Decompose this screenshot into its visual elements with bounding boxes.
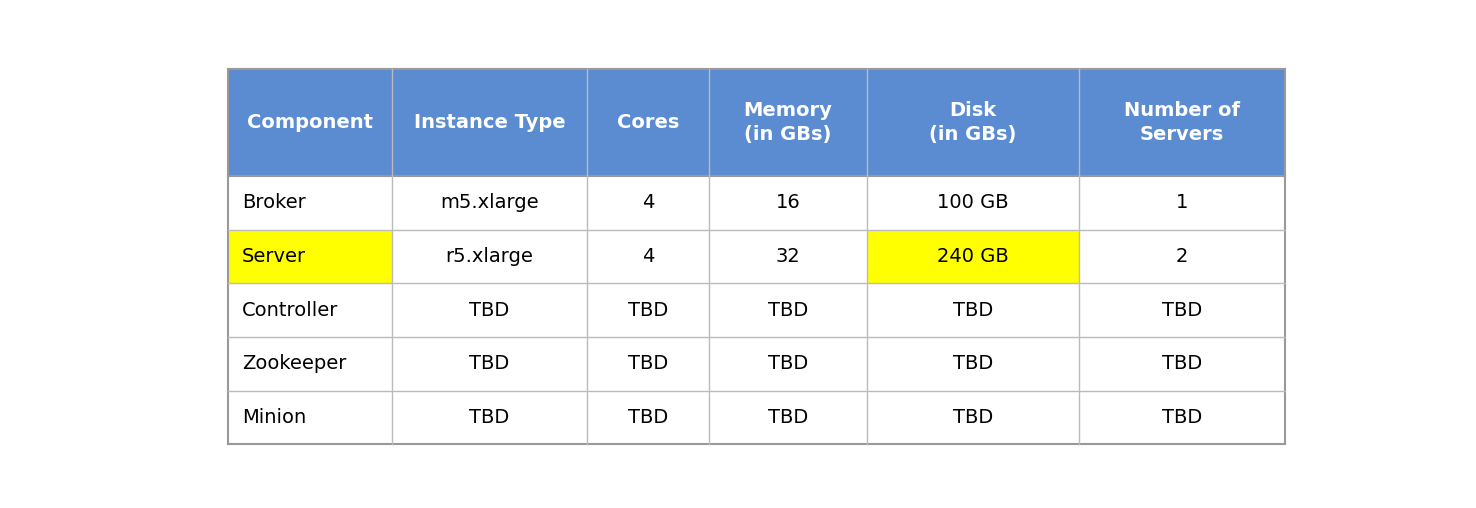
Bar — [587, 176, 708, 230]
Bar — [708, 69, 868, 176]
Bar — [587, 69, 708, 176]
Bar — [391, 69, 587, 176]
Text: Server: Server — [242, 247, 306, 266]
Text: TBD: TBD — [469, 354, 509, 373]
Bar — [587, 391, 708, 444]
Text: 100 GB: 100 GB — [937, 193, 1010, 212]
Bar — [708, 176, 868, 230]
Bar — [227, 283, 391, 337]
Text: 32: 32 — [776, 247, 800, 266]
Bar — [868, 176, 1079, 230]
Bar — [227, 69, 391, 176]
Bar — [1079, 230, 1286, 283]
Text: TBD: TBD — [469, 301, 509, 320]
Text: Number of
Servers: Number of Servers — [1123, 101, 1240, 144]
Bar — [708, 391, 868, 444]
Text: 4: 4 — [642, 193, 654, 212]
Text: 2: 2 — [1176, 247, 1188, 266]
Text: TBD: TBD — [953, 408, 993, 427]
Bar — [868, 391, 1079, 444]
Bar — [227, 337, 391, 391]
Bar — [1079, 391, 1286, 444]
Text: Zookeeper: Zookeeper — [242, 354, 345, 373]
Text: TBD: TBD — [627, 301, 669, 320]
Text: Memory
(in GBs): Memory (in GBs) — [744, 101, 832, 144]
Text: m5.xlarge: m5.xlarge — [440, 193, 539, 212]
Bar — [227, 230, 391, 283]
Bar — [1079, 69, 1286, 176]
Bar — [1079, 176, 1286, 230]
Text: Disk
(in GBs): Disk (in GBs) — [930, 101, 1017, 144]
Bar — [227, 176, 391, 230]
Bar — [391, 176, 587, 230]
Text: Minion: Minion — [242, 408, 306, 427]
Text: TBD: TBD — [627, 408, 669, 427]
Text: Instance Type: Instance Type — [413, 113, 565, 132]
Bar — [587, 230, 708, 283]
Bar — [868, 230, 1079, 283]
Text: TBD: TBD — [768, 408, 809, 427]
Bar — [391, 230, 587, 283]
Text: TBD: TBD — [1162, 408, 1201, 427]
Text: 1: 1 — [1176, 193, 1188, 212]
Text: TBD: TBD — [953, 354, 993, 373]
Text: Broker: Broker — [242, 193, 306, 212]
Bar — [868, 337, 1079, 391]
Bar — [868, 283, 1079, 337]
Text: Component: Component — [246, 113, 373, 132]
Bar — [391, 391, 587, 444]
Text: TBD: TBD — [627, 354, 669, 373]
Bar — [227, 391, 391, 444]
Text: r5.xlarge: r5.xlarge — [446, 247, 533, 266]
Bar — [1079, 283, 1286, 337]
Text: TBD: TBD — [469, 408, 509, 427]
Text: TBD: TBD — [768, 301, 809, 320]
Bar — [391, 337, 587, 391]
Bar — [391, 283, 587, 337]
Bar — [708, 230, 868, 283]
Text: Cores: Cores — [617, 113, 679, 132]
Text: TBD: TBD — [1162, 301, 1201, 320]
Text: TBD: TBD — [768, 354, 809, 373]
Bar — [708, 283, 868, 337]
Text: 16: 16 — [776, 193, 800, 212]
Bar — [587, 337, 708, 391]
Bar — [708, 337, 868, 391]
Text: TBD: TBD — [953, 301, 993, 320]
Text: TBD: TBD — [1162, 354, 1201, 373]
Bar — [1079, 337, 1286, 391]
Bar — [868, 69, 1079, 176]
Text: 240 GB: 240 GB — [937, 247, 1010, 266]
Bar — [587, 283, 708, 337]
Text: 4: 4 — [642, 247, 654, 266]
Text: Controller: Controller — [242, 301, 338, 320]
